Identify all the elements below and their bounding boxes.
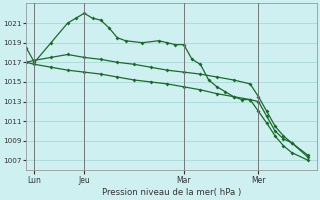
X-axis label: Pression niveau de la mer( hPa ): Pression niveau de la mer( hPa ) bbox=[102, 188, 241, 197]
